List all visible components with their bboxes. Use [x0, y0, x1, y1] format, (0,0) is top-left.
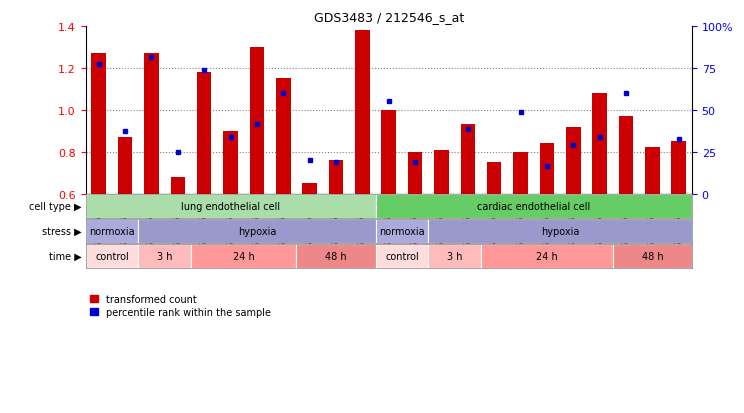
Text: control: control	[95, 252, 129, 261]
Text: cell type ▶: cell type ▶	[29, 201, 82, 211]
Bar	[434, 150, 449, 194]
Text: 24 h: 24 h	[536, 252, 558, 261]
Text: 48 h: 48 h	[325, 252, 347, 261]
Text: 24 h: 24 h	[233, 252, 254, 261]
Text: 3 h: 3 h	[447, 252, 463, 261]
Bar	[376, 219, 429, 243]
Bar	[376, 244, 429, 268]
Bar	[170, 178, 185, 194]
Bar	[355, 31, 370, 194]
Text: 48 h: 48 h	[641, 252, 663, 261]
Bar	[276, 79, 291, 194]
Bar	[513, 152, 527, 194]
Bar	[592, 94, 607, 194]
Bar	[118, 138, 132, 194]
Text: 3 h: 3 h	[157, 252, 173, 261]
Bar	[250, 48, 264, 194]
Text: normoxia: normoxia	[89, 226, 135, 236]
Bar	[86, 244, 138, 268]
Bar	[197, 73, 211, 194]
Bar	[613, 244, 692, 268]
Bar	[481, 244, 613, 268]
Bar	[86, 219, 138, 243]
Bar	[408, 152, 423, 194]
Bar	[539, 144, 554, 194]
Bar	[566, 127, 580, 194]
Bar	[619, 117, 633, 194]
Title: GDS3483 / 212546_s_at: GDS3483 / 212546_s_at	[314, 11, 464, 24]
Text: time ▶: time ▶	[49, 252, 82, 261]
Bar	[138, 244, 191, 268]
Text: hypoxia: hypoxia	[238, 226, 276, 236]
Text: lung endothelial cell: lung endothelial cell	[181, 201, 280, 211]
Bar	[191, 244, 296, 268]
Bar	[144, 54, 158, 194]
Bar	[138, 219, 376, 243]
Bar	[429, 219, 692, 243]
Text: stress ▶: stress ▶	[42, 226, 82, 236]
Bar	[92, 54, 106, 194]
Bar	[429, 244, 481, 268]
Text: hypoxia: hypoxia	[541, 226, 580, 236]
Text: normoxia: normoxia	[379, 226, 425, 236]
Bar	[382, 111, 396, 194]
Bar	[376, 194, 692, 218]
Bar	[329, 161, 343, 194]
Bar	[223, 131, 238, 194]
Bar	[86, 194, 376, 218]
Bar	[302, 184, 317, 194]
Text: control: control	[385, 252, 419, 261]
Bar	[296, 244, 376, 268]
Bar	[645, 148, 660, 194]
Bar	[487, 163, 501, 194]
Legend: transformed count, percentile rank within the sample: transformed count, percentile rank withi…	[91, 294, 271, 317]
Text: cardiac endothelial cell: cardiac endothelial cell	[477, 201, 591, 211]
Bar	[461, 125, 475, 194]
Bar	[672, 142, 686, 194]
